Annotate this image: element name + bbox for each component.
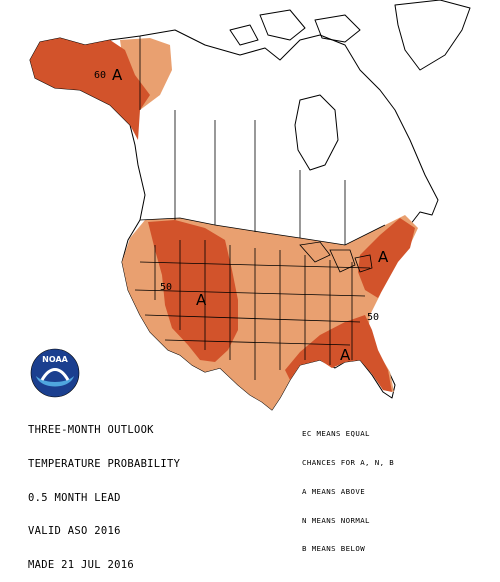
greenland	[394, 0, 471, 71]
southeast-above-50	[285, 315, 392, 392]
noaa-logo-icon: NOAA	[30, 348, 80, 398]
legend-line-3: A MEANS ABOVE	[302, 486, 366, 496]
title-line-5: MADE 21 JUL 2016	[28, 558, 134, 571]
state-lines-vertical	[154, 240, 353, 380]
legend-line-1: EC MEANS EQUAL	[302, 429, 370, 439]
probability-shading	[30, 38, 418, 410]
legend-block: EC MEANS EQUAL CHANCES FOR A, N, B A MEA…	[302, 410, 394, 564]
category-letter-west: A	[196, 291, 207, 309]
hudson-bay	[294, 94, 339, 171]
contour-label-west: 50	[160, 282, 172, 293]
legend-line-2: CHANCES FOR A, N, B	[302, 457, 395, 467]
northeast-above-50	[358, 218, 415, 298]
category-letter-northeast: A	[378, 248, 389, 266]
contour-label-southeast: 50	[367, 312, 379, 323]
political-borders	[134, 36, 386, 380]
west-above-50	[148, 220, 238, 362]
province-lines	[174, 110, 346, 245]
title-line-1: THREE-MONTH OUTLOOK	[28, 424, 154, 437]
arctic-islands	[229, 9, 361, 46]
title-line-4: VALID ASO 2016	[28, 525, 121, 538]
contour-label-alaska: 60	[94, 70, 106, 81]
north-america-land	[29, 29, 439, 411]
outlook-map: 60 50 50 A A A A	[29, 0, 471, 411]
category-letter-southeast: A	[340, 346, 351, 364]
title-line-2: TEMPERATURE PROBABILITY	[28, 458, 181, 471]
noaa-logo-label: NOAA	[42, 355, 68, 364]
outlook-title-block: THREE-MONTH OUTLOOK TEMPERATURE PROBABIL…	[28, 403, 180, 582]
alaska-above-50	[30, 38, 150, 140]
land-masses	[29, 0, 471, 411]
title-line-3: 0.5 MONTH LEAD	[28, 491, 121, 504]
legend-line-4: N MEANS NORMAL	[302, 515, 370, 525]
great-lakes	[299, 241, 373, 273]
category-letter-alaska: A	[112, 66, 123, 84]
legend-line-5: B MEANS BELOW	[302, 544, 366, 554]
state-lines-horizontal	[134, 261, 371, 346]
